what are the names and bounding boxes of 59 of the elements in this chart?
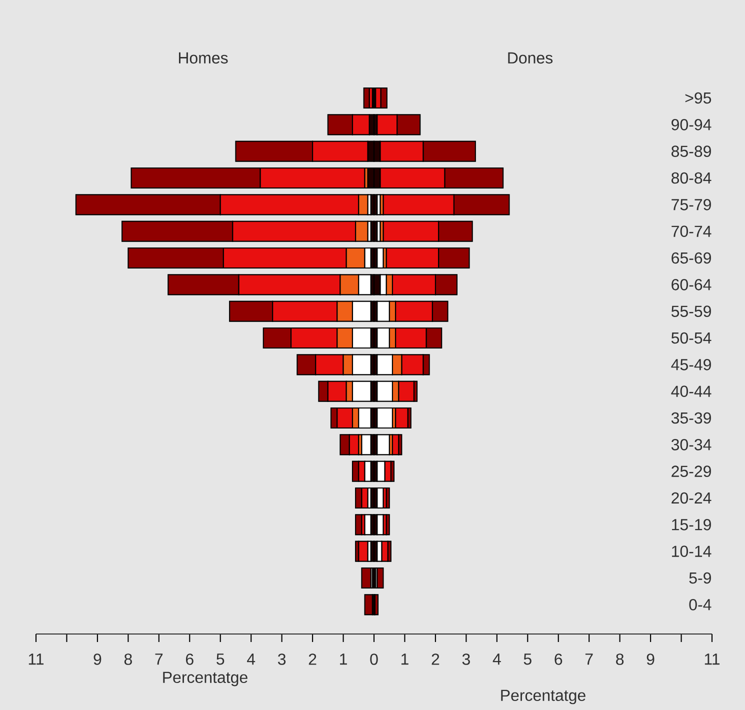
x-tick-label: 1 [340, 654, 347, 665]
x-tick-label: 5 [524, 654, 532, 665]
x-tick-label: 6 [186, 654, 194, 665]
x-tick-label: 4 [247, 654, 256, 665]
y-tick-label: 30-34 [671, 439, 712, 450]
y-tick-label: 75-79 [672, 199, 711, 210]
bar [361, 434, 372, 456]
x-tick-label: 9 [94, 654, 102, 665]
x-tick-label: 2 [308, 654, 316, 665]
bar [373, 220, 378, 242]
x-tick-label: 8 [124, 654, 132, 665]
y-tick-label: >95 [685, 92, 712, 104]
y-tick-label: 50-54 [671, 332, 712, 344]
bar [376, 487, 384, 509]
y-tick-label: 5-9 [689, 572, 711, 584]
x-tick-label: 0 [370, 654, 378, 665]
x-tick-label: 2 [432, 654, 440, 665]
x-tick-label: 3 [278, 654, 286, 665]
bar [381, 540, 388, 562]
x-axis-title: Percentatge [163, 672, 248, 686]
y-tick-label: 20-24 [672, 492, 712, 504]
x-tick-label: 1 [401, 654, 408, 665]
bar [361, 567, 372, 589]
x-tick-label: 7 [155, 654, 163, 665]
bar [394, 407, 408, 429]
x-tick-label: 3 [462, 654, 470, 665]
x-tick-label: 6 [554, 654, 562, 665]
y-tick-label: 65-69 [672, 252, 711, 264]
x-tick-label: 5 [216, 654, 224, 665]
text: Percentatge [501, 690, 586, 704]
bar [376, 407, 393, 429]
x-tick-label: 8 [616, 654, 624, 665]
y-tick-label: 70-74 [672, 226, 712, 237]
y-tick-label: 55-59 [671, 306, 711, 317]
bar [376, 514, 384, 536]
x-tick-label: 7 [585, 654, 593, 665]
bar [376, 567, 384, 589]
y-tick-label: 35-39 [671, 412, 711, 424]
text: Dones [508, 52, 553, 64]
bar [376, 247, 384, 269]
y-tick-label: 25-29 [672, 466, 711, 477]
x-tick-label: 4 [492, 654, 501, 665]
y-tick-label: 80-84 [672, 172, 712, 184]
bar [373, 540, 378, 562]
y-tick-label: 10-14 [672, 546, 712, 557]
y-tick-label: 85-89 [672, 146, 711, 157]
y-tick-label: 45-49 [671, 359, 711, 370]
y-tick-label: 40-44 [671, 386, 712, 397]
y-tick-label: 60-64 [672, 279, 712, 290]
x-tick-label: 9 [646, 654, 654, 665]
y-tick-label: 15-19 [672, 519, 711, 530]
x-tick-label: 11 [704, 654, 720, 665]
bar [358, 540, 368, 562]
bar [373, 194, 378, 216]
y-tick-label: 0-4 [689, 599, 712, 610]
x-tick-label: 11 [28, 654, 44, 665]
y-tick-label: 90-94 [672, 119, 712, 130]
bar [376, 434, 390, 456]
text: Homes [178, 52, 228, 64]
